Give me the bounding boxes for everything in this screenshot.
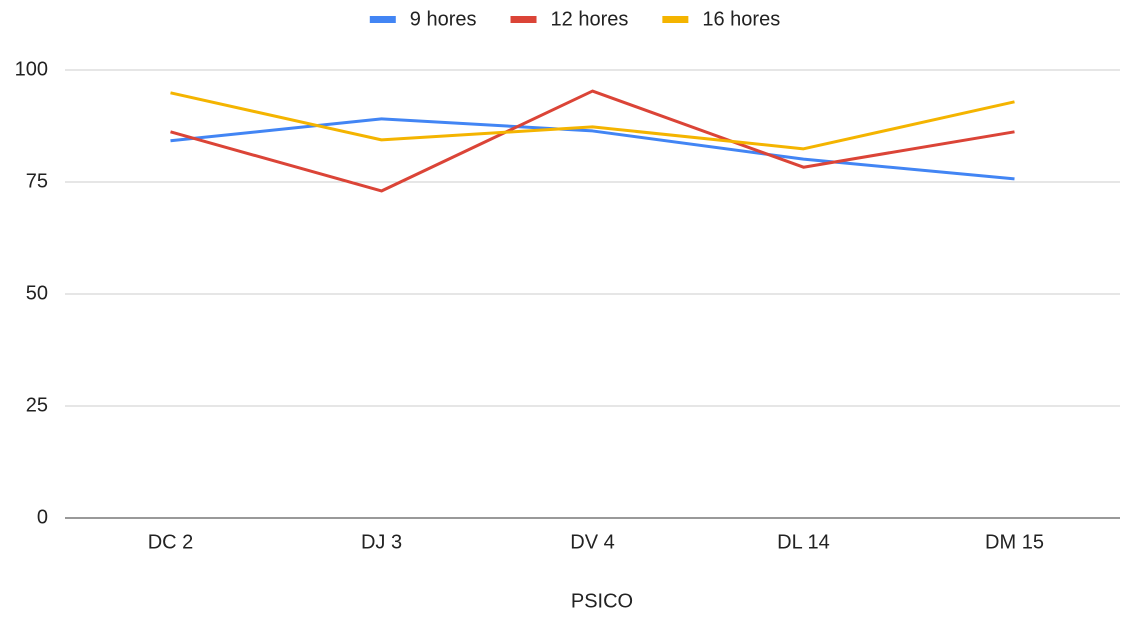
y-tick-label: 50 xyxy=(26,282,48,304)
x-axis-label: PSICO xyxy=(571,590,633,612)
x-tick-label: DL 14 xyxy=(777,531,830,553)
legend-swatch xyxy=(662,16,689,23)
legend-swatch xyxy=(369,16,396,23)
legend-swatch xyxy=(510,16,537,23)
legend-label: 16 hores xyxy=(702,8,780,30)
x-tick-label: DV 4 xyxy=(570,531,614,553)
legend-label: 9 hores xyxy=(410,8,477,30)
series-line xyxy=(170,89,1015,193)
y-tick-label: 25 xyxy=(26,394,48,416)
y-tick-label: 75 xyxy=(26,170,48,192)
x-tick-label: DC 2 xyxy=(148,531,194,553)
x-tick-label: DJ 3 xyxy=(361,531,402,553)
series-line xyxy=(170,117,1015,181)
series-line xyxy=(170,91,1015,151)
legend-label: 12 hores xyxy=(551,8,629,30)
y-tick-label: 100 xyxy=(15,58,48,80)
x-tick-label: DM 15 xyxy=(985,531,1044,553)
y-tick-label: 0 xyxy=(37,506,48,528)
